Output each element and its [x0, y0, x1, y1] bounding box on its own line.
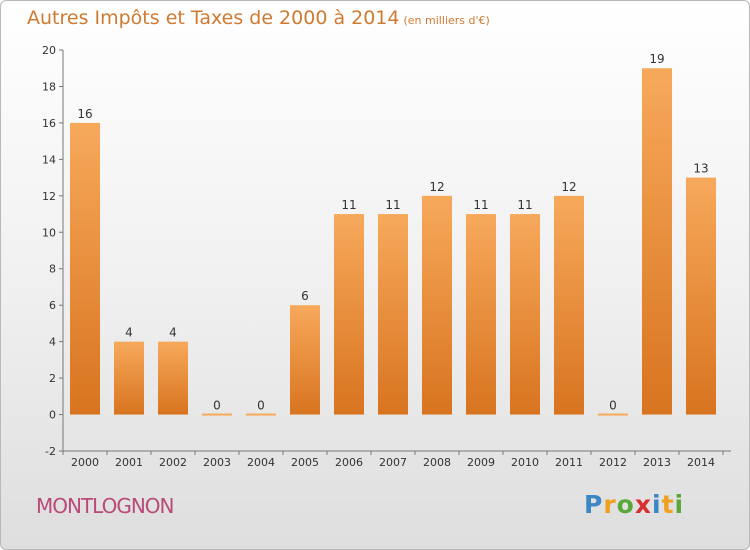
location-name: MONTLOGNON	[36, 494, 175, 518]
x-tick-label: 2000	[71, 456, 99, 469]
bar	[334, 214, 364, 415]
logo-letter: P	[584, 490, 604, 519]
x-tick-label: 2014	[687, 456, 715, 469]
logo-letter: i	[674, 490, 685, 519]
bar-value-label: 4	[125, 326, 133, 340]
proxiti-logo: Proxiti	[584, 490, 684, 519]
bar	[158, 341, 188, 415]
unit-label: (en milliers d'€)	[403, 14, 490, 27]
y-tick-label: 4	[49, 336, 56, 349]
bar	[598, 413, 628, 416]
bar	[686, 177, 716, 415]
bar-value-label: 0	[213, 399, 221, 413]
y-tick-label: 6	[49, 299, 56, 312]
x-tick-label: 2007	[379, 456, 407, 469]
x-tick-label: 2012	[599, 456, 627, 469]
bar	[466, 214, 496, 415]
bar	[378, 214, 408, 415]
bar-value-label: 11	[517, 198, 532, 212]
y-tick-label: -2	[45, 445, 56, 458]
bar-value-label: 11	[341, 198, 356, 212]
y-tick-label: 8	[49, 263, 56, 276]
bar-value-label: 6	[301, 289, 309, 303]
logo-letter: r	[603, 490, 617, 519]
y-tick-label: 2	[49, 372, 56, 385]
y-tick-label: 16	[42, 117, 56, 130]
x-tick-label: 2005	[291, 456, 319, 469]
bar	[202, 413, 232, 416]
y-tick-label: 18	[42, 80, 56, 93]
x-tick-label: 2008	[423, 456, 451, 469]
bar	[114, 341, 144, 415]
x-tick-label: 2010	[511, 456, 539, 469]
x-tick-label: 2004	[247, 456, 275, 469]
y-tick-label: 14	[42, 153, 56, 166]
logo-letter: x	[634, 490, 652, 519]
bar-value-label: 0	[609, 399, 617, 413]
x-tick-label: 2002	[159, 456, 187, 469]
bar	[246, 413, 276, 416]
y-tick-label: 12	[42, 190, 56, 203]
logo-letter: i	[652, 490, 662, 519]
x-tick-label: 2006	[335, 456, 363, 469]
bar-value-label: 19	[649, 52, 664, 66]
y-tick-label: 0	[49, 409, 56, 422]
bar	[510, 214, 540, 415]
bar	[290, 305, 320, 415]
bar-value-label: 4	[169, 326, 177, 340]
bar-value-label: 13	[693, 162, 708, 176]
y-tick-label: 10	[42, 226, 56, 239]
bar	[554, 195, 584, 415]
x-tick-label: 2001	[115, 456, 143, 469]
chart-title: Autres Impôts et Taxes de 2000 à 2014 (en…	[27, 7, 490, 29]
bar-value-label: 11	[473, 198, 488, 212]
bar-value-label: 0	[257, 399, 265, 413]
bar-value-label: 11	[385, 198, 400, 212]
x-tick-label: 2009	[467, 456, 495, 469]
bar-value-label: 12	[561, 180, 576, 194]
y-tick-label: 20	[42, 44, 56, 57]
bar	[422, 195, 452, 415]
logo-letter: o	[616, 490, 635, 519]
bar-value-label: 16	[77, 107, 92, 121]
x-tick-label: 2011	[555, 456, 583, 469]
title-text: Autres Impôts et Taxes de 2000 à 2014	[27, 7, 400, 29]
bar-value-label: 12	[429, 180, 444, 194]
x-tick-label: 2003	[203, 456, 231, 469]
logo-letter: t	[661, 490, 675, 519]
x-tick-label: 2013	[643, 456, 671, 469]
bar	[70, 122, 100, 415]
bar	[642, 68, 672, 415]
